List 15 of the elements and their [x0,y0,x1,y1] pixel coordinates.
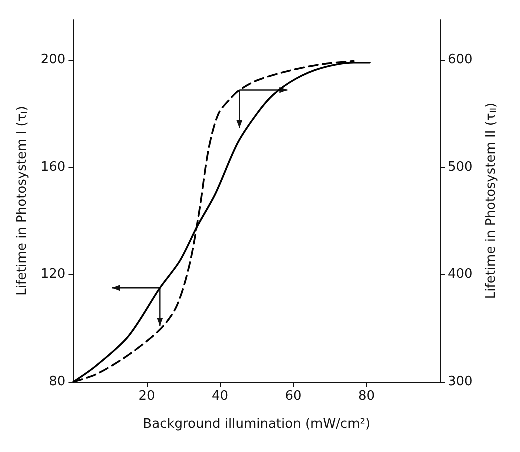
y2-axis-title: Lifetime in Photosystem II (τII) [484,102,500,300]
y-axis-title: Lifetime in Photosystem I (τI) [15,106,30,296]
x-axis-title: Background illumination (mW/cm²) [143,417,371,432]
x-tick-label: 40 [212,389,228,404]
y2-tick-label: 300 [448,374,473,390]
x-tick-label: 20 [138,389,156,404]
y-tick-label: 200 [40,52,66,68]
y2-tick-label: 400 [448,267,473,282]
x-tick-label: 80 [358,389,376,404]
y2-tick-label: 600 [448,52,473,68]
x-tick-label: 60 [285,389,302,404]
y-tick-label: 80 [49,374,66,390]
y-tick-label: 160 [40,160,66,175]
y-tick-label: 120 [40,267,66,282]
y2-tick-label: 500 [448,160,473,175]
